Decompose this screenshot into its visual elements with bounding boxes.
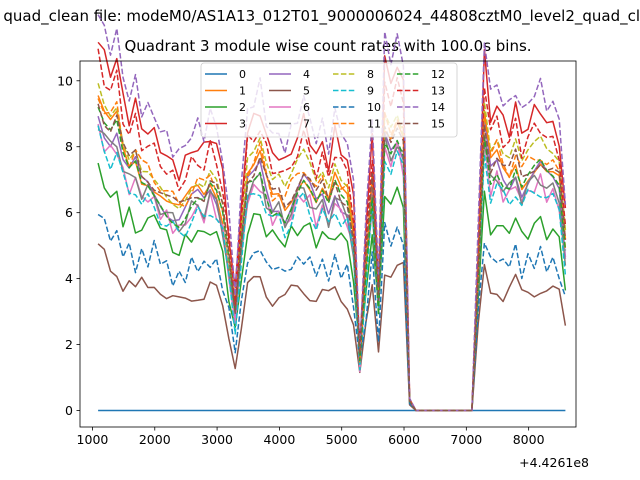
legend-label-0: 0: [239, 68, 246, 81]
legend-label-2: 2: [239, 101, 246, 114]
legend-label-11: 11: [367, 118, 381, 131]
series-line-7: [97, 128, 567, 412]
y-axis: 0 2 4 6 8 10: [57, 73, 80, 418]
y-tick-label: 0: [65, 403, 73, 418]
series-line-9: [97, 125, 567, 412]
legend-label-12: 12: [431, 68, 445, 81]
series-line-8: [97, 83, 567, 412]
series-line-5: [97, 243, 567, 412]
x-tick-label: 3000: [201, 432, 233, 447]
y-tick-label: 4: [65, 271, 73, 286]
legend-label-14: 14: [431, 101, 445, 114]
legend-box: [200, 62, 458, 138]
legend-label-10: 10: [367, 101, 381, 114]
x-tick-label: 4000: [263, 432, 295, 447]
series-line-10: [97, 213, 567, 412]
y-tick-label: 8: [65, 139, 73, 154]
x-tick-label: 2000: [139, 432, 171, 447]
legend-label-5: 5: [303, 85, 310, 98]
legend-label-3: 3: [239, 118, 246, 131]
series-line-3: [97, 41, 567, 412]
axes-frame: [79, 60, 577, 428]
series-line-13: [97, 48, 567, 412]
chart-title: Quadrant 3 module wise count rates with …: [124, 37, 531, 55]
legend-label-9: 9: [367, 85, 374, 98]
series-line-1: [97, 95, 567, 412]
legend-label-6: 6: [303, 101, 310, 114]
figure-suptitle: Plots of quad_clean file: modeM0/AS1A13_…: [0, 7, 640, 26]
legend-label-7: 7: [303, 118, 310, 131]
y-tick-label: 6: [65, 205, 73, 220]
legend-label-15: 15: [431, 118, 445, 131]
legend-label-4: 4: [303, 68, 310, 81]
x-tick-label: 5000: [326, 432, 358, 447]
legend-label-1: 1: [239, 85, 246, 98]
x-tick-label: 7000: [450, 432, 482, 447]
x-tick-label: 1000: [77, 432, 109, 447]
x-axis-offset-label: +4.4261e8: [519, 455, 589, 470]
series-line-2: [97, 162, 567, 412]
x-tick-label: 8000: [513, 432, 545, 447]
y-tick-label: 10: [57, 73, 73, 88]
x-axis: 1000 2000 3000 4000 5000 6000 7000 8000: [77, 427, 545, 447]
plot-area: [79, 14, 577, 428]
legend-label-13: 13: [431, 85, 445, 98]
legend-label-8: 8: [367, 68, 374, 81]
series-line-11: [97, 98, 567, 412]
x-tick-label: 6000: [388, 432, 420, 447]
series-line-15: [97, 103, 567, 412]
y-tick-label: 2: [65, 337, 73, 352]
